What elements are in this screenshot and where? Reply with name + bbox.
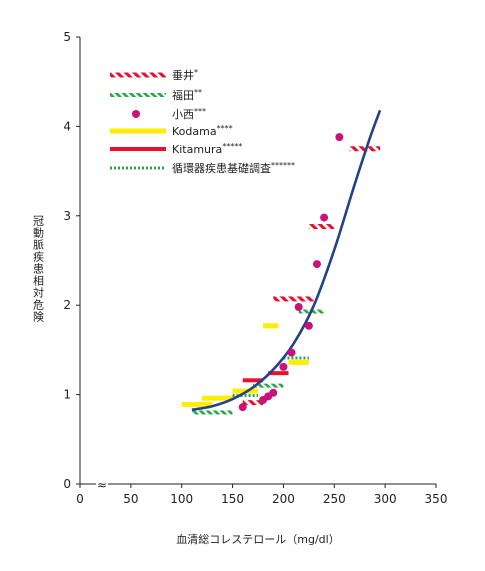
data-point <box>279 362 288 371</box>
fitted-curve <box>191 109 382 412</box>
x-tick-label: 200 <box>272 492 295 506</box>
x-axis-label: 血清総コレステロール（mg/dl） <box>176 532 339 546</box>
range-bar <box>242 378 264 383</box>
data-point <box>312 260 321 269</box>
range-bar <box>268 371 289 376</box>
range-bar <box>202 395 233 401</box>
legend-item: 循環器疾患基礎調査****** <box>110 161 295 175</box>
data-point <box>320 213 329 222</box>
x-tick-label: 100 <box>170 492 193 506</box>
data-point <box>287 348 296 357</box>
legend-label: 循環器疾患基礎調査****** <box>172 161 295 175</box>
legend-label: Kodama**** <box>172 124 233 138</box>
legend-item: 垂井* <box>110 68 198 82</box>
axis-break-mark: ≈ <box>97 478 107 492</box>
legend-swatch <box>110 147 166 151</box>
data-point <box>304 321 313 330</box>
x-tick-label: 350 <box>425 492 448 506</box>
data-point <box>269 388 278 397</box>
legend-label: 福田** <box>172 88 202 102</box>
legend-label: 垂井* <box>172 68 198 82</box>
y-tick-label: 4 <box>63 119 71 133</box>
series-2 <box>238 133 344 412</box>
data-point <box>335 133 344 142</box>
x-tick-label: 150 <box>221 492 244 506</box>
x-tick-label: 0 <box>76 492 84 506</box>
x-axis-ticks: 0 50 100 150 200 250 300 350 <box>76 484 447 506</box>
range-bar <box>273 296 314 302</box>
range-bar <box>263 323 279 329</box>
legend-label: Kitamura***** <box>172 142 242 156</box>
range-bar <box>181 401 213 407</box>
range-bar <box>191 410 233 415</box>
series-4 <box>242 371 289 383</box>
legend-label: 小西*** <box>172 107 206 121</box>
series-5 <box>232 356 309 397</box>
legend: 垂井* 福田** 小西*** Kodama**** Kitamura***** 循環器疾患… <box>110 68 295 175</box>
range-bar <box>308 224 335 230</box>
x-tick-label: 250 <box>323 492 346 506</box>
y-tick-label: 0 <box>63 477 71 491</box>
legend-swatch <box>132 110 140 118</box>
series-0 <box>242 146 381 406</box>
plot-area: 0 50 100 150 200 250 300 350 0 1 2 3 4 5 ≈ <box>63 30 447 506</box>
range-bar <box>242 400 264 406</box>
y-tick-label: 1 <box>63 388 71 402</box>
legend-item: Kodama**** <box>110 124 233 138</box>
range-bar <box>252 383 284 388</box>
y-tick-label: 2 <box>63 298 71 312</box>
data-point <box>294 302 303 311</box>
range-bar <box>288 359 309 365</box>
legend-item: 小西*** <box>132 107 206 121</box>
x-tick-label: 50 <box>123 492 138 506</box>
legend-swatch <box>110 128 166 134</box>
y-tick-label: 5 <box>63 30 71 44</box>
legend-swatch <box>110 93 166 97</box>
y-axis-label: 冠動脈疾患相対危険 <box>32 215 45 323</box>
data-marks <box>181 109 382 415</box>
x-tick-label: 300 <box>374 492 397 506</box>
range-bar <box>349 146 381 152</box>
legend-item: 福田** <box>110 88 202 102</box>
data-point <box>238 403 247 412</box>
axis-break: ≈ <box>96 478 108 492</box>
legend-swatch <box>110 72 166 78</box>
y-tick-label: 3 <box>63 209 71 223</box>
legend-item: Kitamura***** <box>110 142 242 156</box>
y-axis-ticks: 0 1 2 3 4 5 <box>63 30 80 491</box>
